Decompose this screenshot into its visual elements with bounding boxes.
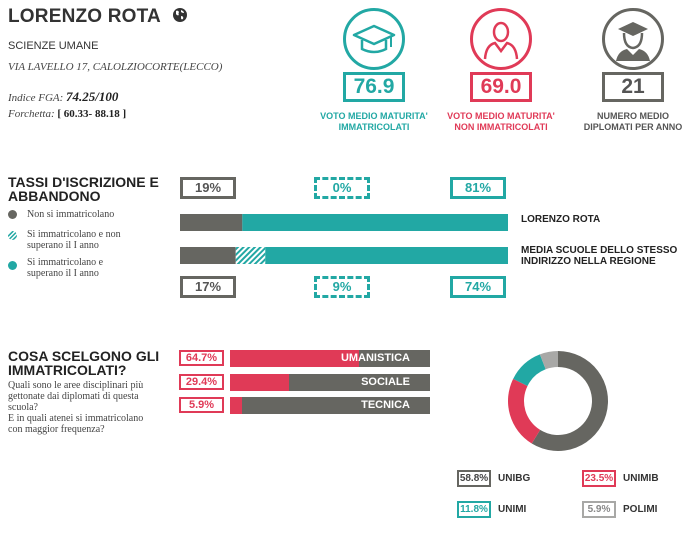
school-segment-not-enrolled xyxy=(180,214,243,231)
donut-slice-unimi xyxy=(513,354,546,386)
area-label-tecnica: TECNICA xyxy=(361,399,410,411)
uni-name-polimi: POLIMI xyxy=(623,504,658,515)
avg-grade-not-enrolled-value: 69.0 xyxy=(470,72,532,102)
avg-grade-not-enrolled-label: VOTO MEDIO MATURITA' NON IMMATRICOLATI xyxy=(441,111,561,133)
region-not-enrolled-pct: 17% xyxy=(180,276,236,298)
stat-label-line: NUMERO MEDIO xyxy=(597,111,669,121)
stat-label-line: IMMATRICOLATI xyxy=(338,122,410,132)
legend-not-enrolled: Non si immatricolano xyxy=(27,209,115,220)
fga-index: Indice FGA: 74.25/100 xyxy=(8,89,118,105)
question-line: con maggior frequenza? xyxy=(8,424,105,435)
choices-question-areas: Quali sono le aree disciplinari più gett… xyxy=(8,380,143,413)
uni-name-unimi: UNIMI xyxy=(498,504,527,515)
legend-line: Si immatricolano e xyxy=(27,257,104,268)
school-enrolled-pct: 81% xyxy=(450,177,506,199)
enrollment-title: TASSI D'ISCRIZIONE E ABBANDONO xyxy=(8,175,159,203)
legend-line: superano il I anno xyxy=(27,268,99,279)
area-bar-umanistica: UMANISTICA xyxy=(230,350,430,367)
area-bar-fill xyxy=(230,397,242,414)
legend-enrolled: Si immatricolano e superano il I anno xyxy=(27,257,103,279)
area-pct-sociale: 29.4% xyxy=(179,374,224,390)
choices-question-universities: E in quali atenei si immatricolano con m… xyxy=(8,413,143,435)
stat-label-line: DIPLOMATI PER ANNO xyxy=(583,122,683,132)
uni-pct-unimi: 11.8% xyxy=(457,501,491,518)
donut-slice-unibg xyxy=(531,351,608,451)
area-bar-fill xyxy=(230,350,360,367)
avg-graduates-value: 21 xyxy=(602,72,664,102)
globe-icon[interactable] xyxy=(172,7,188,23)
graduation-cap-icon xyxy=(343,8,405,70)
region-bar-label: MEDIA SCUOLE DELLO STESSO INDIRIZZO NELL… xyxy=(521,245,677,267)
question-line: gettonate dai diplomati di questa xyxy=(8,391,139,402)
donut-slice-unimib xyxy=(508,378,541,444)
school-name: LORENZO ROTA xyxy=(8,6,161,27)
uni-name-unimib: UNIMIB xyxy=(623,473,659,484)
stat-label-line: VOTO MEDIO MATURITA' xyxy=(320,111,428,121)
area-bar-fill xyxy=(230,374,289,391)
school-type: SCIENZE UMANE xyxy=(8,40,99,52)
region-segment-not-enrolled xyxy=(180,247,236,264)
region-stacked-bar xyxy=(180,247,508,264)
choices-title: COSA SCELGONO GLI IMMATRICOLATI? xyxy=(8,349,159,377)
donut-slice-polimi xyxy=(539,351,558,370)
range-value: [ 60.33- 88.18 ] xyxy=(57,108,127,120)
legend-dropout: Si immatricolano e non superano il I ann… xyxy=(27,229,121,251)
area-pct-umanistica: 64.7% xyxy=(179,350,224,366)
legend-line: Si immatricolano e non xyxy=(27,229,121,240)
uni-pct-unibg: 58.8% xyxy=(457,470,491,487)
question-line: E in quali atenei si immatricolano xyxy=(8,413,144,424)
stat-label-line: VOTO MEDIO MATURITA' xyxy=(447,111,555,121)
legend-dot-enrolled xyxy=(8,261,17,270)
fga-label: Indice FGA: xyxy=(8,92,64,104)
graduate-person-icon xyxy=(602,8,664,70)
school-bar-label: LORENZO ROTA xyxy=(521,214,601,225)
school-not-enrolled-pct: 19% xyxy=(180,177,236,199)
area-bar-tecnica: TECNICA xyxy=(230,397,430,414)
section-title-line: ABBANDONO xyxy=(8,188,101,204)
school-dropout-pct: 0% xyxy=(314,177,370,199)
section-title-line: TASSI D'ISCRIZIONE E xyxy=(8,174,159,190)
bar-label-line: MEDIA SCUOLE DELLO STESSO xyxy=(521,245,678,256)
section-title-line: COSA SCELGONO GLI xyxy=(8,348,160,364)
school-address: VIA LAVELLO 17, CALOLZIOCORTE(LECCO) xyxy=(8,61,223,73)
person-icon xyxy=(470,8,532,70)
question-line: Quali sono le aree disciplinari più xyxy=(8,380,144,391)
legend-dot-not-enrolled xyxy=(8,210,17,219)
region-segment-dropout xyxy=(235,247,266,264)
avg-graduates-label: NUMERO MEDIO DIPLOMATI PER ANNO xyxy=(573,111,693,133)
stat-label-line: NON IMMATRICOLATI xyxy=(454,122,548,132)
legend-line: superano il I anno xyxy=(27,240,99,251)
uni-name-unibg: UNIBG xyxy=(498,473,531,484)
range-label: Forchetta: xyxy=(8,108,55,120)
avg-grade-enrolled-value: 76.9 xyxy=(343,72,405,102)
legend-dot-dropout xyxy=(8,231,17,240)
area-pct-tecnica: 5.9% xyxy=(179,397,224,413)
area-label-umanistica: UMANISTICA xyxy=(340,352,410,364)
area-label-sociale: SOCIALE xyxy=(361,376,410,388)
avg-grade-enrolled-label: VOTO MEDIO MATURITA' IMMATRICOLATI xyxy=(314,111,434,133)
region-segment-enrolled xyxy=(265,247,508,264)
fga-value: 74.25/100 xyxy=(66,89,119,104)
fga-range: Forchetta: [ 60.33- 88.18 ] xyxy=(8,108,126,120)
universities-donut-chart xyxy=(508,351,608,451)
uni-pct-unimib: 23.5% xyxy=(582,470,616,487)
bar-label-line: INDIRIZZO NELLA REGIONE xyxy=(521,256,656,267)
region-enrolled-pct: 74% xyxy=(450,276,506,298)
region-dropout-pct: 9% xyxy=(314,276,370,298)
section-title-line: IMMATRICOLATI? xyxy=(8,362,127,378)
question-line: scuola? xyxy=(8,402,38,413)
school-segment-enrolled xyxy=(242,214,508,231)
school-stacked-bar xyxy=(180,214,508,231)
enrollment-bars xyxy=(180,214,508,264)
area-bar-sociale: SOCIALE xyxy=(230,374,430,391)
uni-pct-polimi: 5.9% xyxy=(582,501,616,518)
